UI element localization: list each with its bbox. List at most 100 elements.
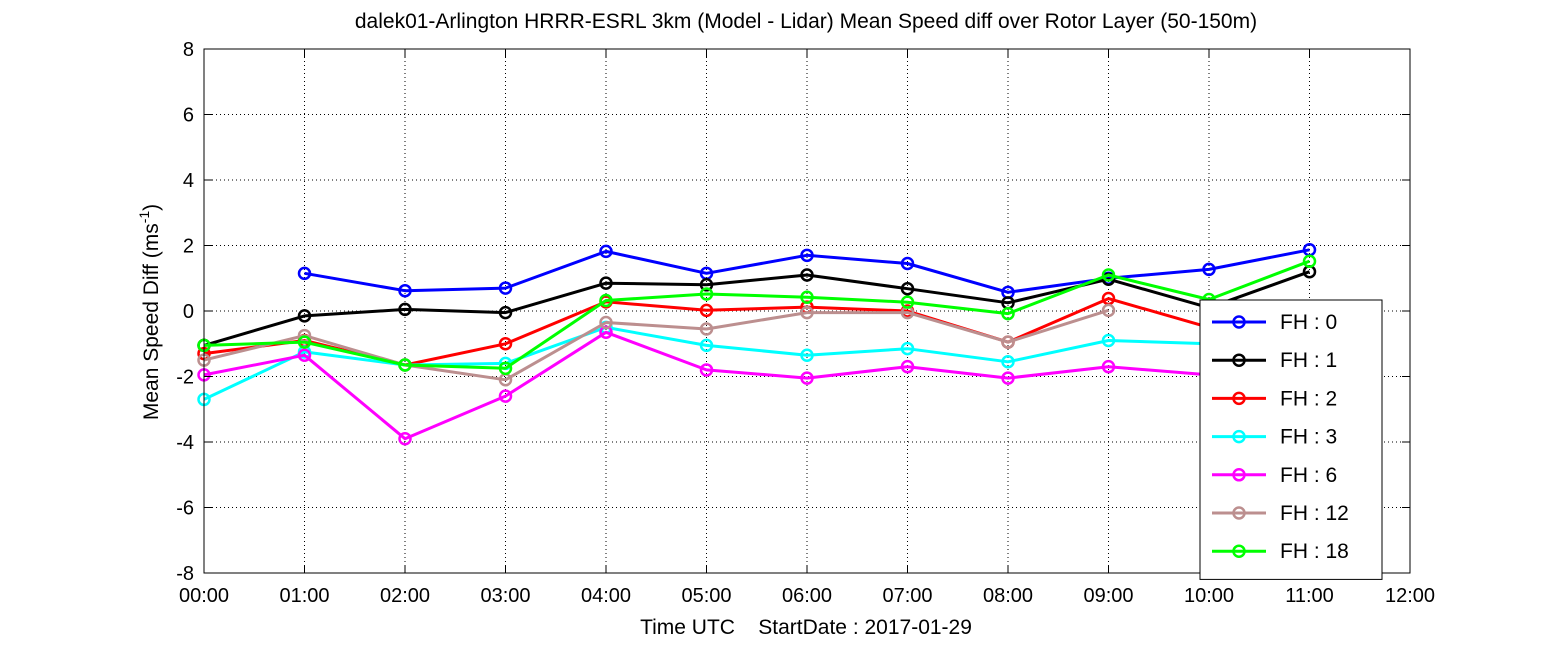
x-tick-label: 00:00 <box>179 585 229 607</box>
data-point <box>1101 333 1116 348</box>
y-tick-label: 2 <box>183 236 194 258</box>
data-point <box>1001 306 1015 321</box>
x-tick-label: 03:00 <box>480 585 530 607</box>
legend-entry: FH : 6 <box>1212 464 1337 487</box>
y-axis-label-close: ) <box>140 204 163 211</box>
data-point <box>1101 268 1116 282</box>
data-point <box>699 278 714 292</box>
x-tick-label: 07:00 <box>882 585 932 607</box>
data-point <box>1202 262 1216 277</box>
series-line <box>203 308 1109 382</box>
y-tick-label: -6 <box>176 498 194 520</box>
data-point <box>699 287 714 301</box>
y-tick-label: -2 <box>176 367 194 389</box>
legend-label: FH : 12 <box>1280 502 1349 525</box>
data-point <box>297 266 312 281</box>
series-line <box>203 325 1210 401</box>
data-point <box>800 348 814 362</box>
y-tick-label: 0 <box>183 301 194 323</box>
axis-ticks: 00:00 01:00 02:00 03:00 04:00 05:00 06:00 07:00… <box>176 39 1435 607</box>
legend-label: FH : 3 <box>1280 426 1337 449</box>
data-point <box>398 283 412 298</box>
x-tick-label: 10:00 <box>1184 585 1234 607</box>
y-axis-label-main: Mean Speed Diff (ms <box>140 223 163 420</box>
data-point <box>800 305 814 320</box>
data-point <box>1302 254 1317 268</box>
data-point <box>800 371 814 385</box>
x-tick-label: 11:00 <box>1285 585 1334 607</box>
legend-label: FH : 1 <box>1280 349 1337 372</box>
legend-swatch-marker <box>1232 391 1246 406</box>
legend-label: FH : 6 <box>1280 464 1337 487</box>
data-point <box>1101 303 1116 318</box>
legend-swatch-marker <box>1232 544 1246 558</box>
x-tick-label: 06:00 <box>782 585 832 607</box>
legend-swatch-marker <box>1232 468 1246 482</box>
series-0 <box>297 243 1317 300</box>
x-tick-label: 01:00 <box>279 585 329 607</box>
legend-entry: FH : 2 <box>1212 387 1337 410</box>
legend-entry: FH : 0 <box>1212 311 1337 334</box>
legend-label: FH : 18 <box>1280 540 1349 563</box>
data-point <box>800 268 814 282</box>
legend-entry: FH : 3 <box>1212 426 1337 449</box>
series-line <box>203 270 1311 347</box>
series-line <box>203 259 1311 370</box>
legend-swatch-marker <box>1232 506 1246 520</box>
x-tick-label: 05:00 <box>681 585 731 607</box>
data-point <box>900 341 915 356</box>
data-point <box>900 295 915 309</box>
y-tick-label: -4 <box>176 432 194 454</box>
legend-entry: FH : 18 <box>1212 540 1349 563</box>
x-axis-label: Time UTC StartDate : 2017-01-29 <box>640 616 972 639</box>
chart-title: dalek01-Arlington HRRR-ESRL 3km (Model -… <box>355 10 1257 33</box>
data-point <box>297 335 312 349</box>
series-layer <box>197 243 1317 446</box>
data-point <box>498 389 513 403</box>
y-tick-label: -8 <box>176 563 194 585</box>
data-point <box>900 281 915 296</box>
legend-swatch-marker <box>1232 353 1246 367</box>
legend-label: FH : 0 <box>1280 311 1337 334</box>
data-point <box>1001 371 1015 385</box>
data-point <box>1001 355 1015 369</box>
data-point <box>398 302 412 317</box>
data-point <box>599 293 613 308</box>
y-axis-label-superscript: -1 <box>136 211 152 224</box>
data-point <box>498 337 513 351</box>
y-axis-label: Mean Speed Diff (ms-1) <box>136 204 163 420</box>
data-point <box>800 248 814 263</box>
data-point <box>498 305 513 320</box>
legend: FH : 0 FH : 1 FH : 2 FH : 3 FH : 6 FH : 12 FH … <box>1199 299 1383 580</box>
data-point <box>900 359 915 374</box>
series-line <box>304 248 1310 294</box>
legend-swatch-marker <box>1232 429 1246 444</box>
data-point <box>599 276 613 290</box>
data-point <box>699 363 714 377</box>
data-point <box>1001 335 1015 349</box>
x-tick-label: 12:00 <box>1385 585 1435 607</box>
data-point <box>800 290 814 304</box>
data-point <box>599 244 613 259</box>
y-tick-label: 4 <box>183 170 194 192</box>
legend-label: FH : 2 <box>1280 387 1337 410</box>
x-tick-label: 04:00 <box>581 585 631 607</box>
data-point <box>498 281 513 295</box>
data-point <box>1101 359 1116 374</box>
legend-entry: FH : 1 <box>1212 349 1337 372</box>
data-point <box>498 361 513 376</box>
series-line <box>203 330 1210 441</box>
x-tick-label: 02:00 <box>380 585 430 607</box>
data-point <box>699 303 714 318</box>
y-tick-label: 6 <box>183 105 194 127</box>
x-tick-label: 09:00 <box>1083 585 1133 607</box>
data-point <box>297 309 312 323</box>
legend-box <box>1199 299 1383 580</box>
y-tick-label: 8 <box>183 39 194 61</box>
legend-swatch-marker <box>1232 315 1246 329</box>
data-point <box>699 338 714 353</box>
data-point <box>297 348 312 362</box>
data-point <box>900 256 915 271</box>
legend-entry: FH : 12 <box>1212 502 1349 525</box>
